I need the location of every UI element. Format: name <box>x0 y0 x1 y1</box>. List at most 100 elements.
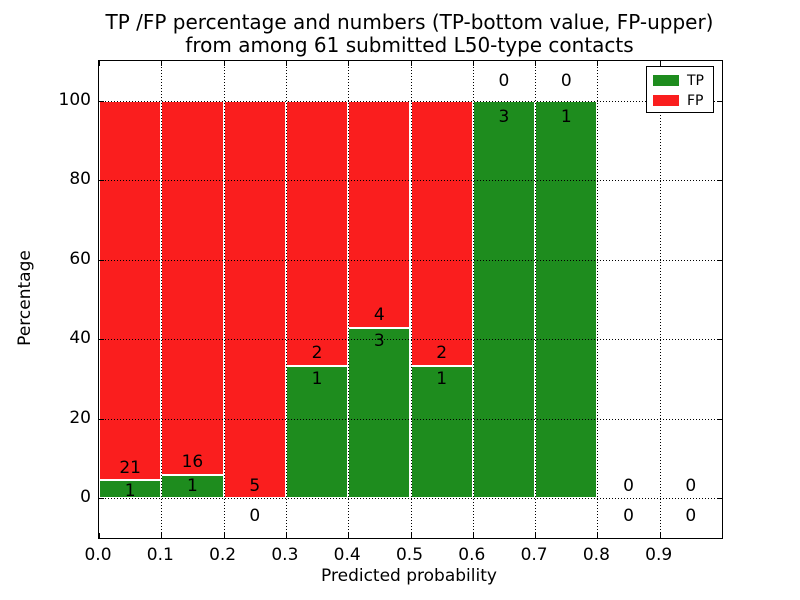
vertical-gridline <box>659 61 661 538</box>
horizontal-gridline <box>99 418 722 420</box>
y-axis-tick <box>717 259 722 261</box>
vertical-gridline <box>410 61 412 538</box>
tp-legend-swatch <box>653 75 679 86</box>
x-axis-tick <box>99 61 100 66</box>
x-tick-label: 0.2 <box>209 545 237 565</box>
tp-bar-segment <box>348 327 411 499</box>
y-axis-tick <box>99 180 104 182</box>
tp-bar-segment <box>535 100 598 499</box>
x-axis-tick <box>472 533 474 538</box>
vertical-gridline <box>223 61 225 538</box>
tp-count-label: 0 <box>623 505 634 526</box>
tp-count-label: 1 <box>124 481 136 502</box>
tp-bar-segment <box>472 100 536 499</box>
y-axis-tick <box>99 418 104 420</box>
x-axis-tick <box>659 61 661 66</box>
x-tick-label: 0.1 <box>146 545 174 565</box>
y-tick-label: 100 <box>58 89 91 110</box>
x-axis-tick <box>285 61 287 66</box>
y-axis-tick <box>717 180 722 182</box>
fp-bar-segment <box>223 100 286 499</box>
tp-count-label: 1 <box>311 369 323 390</box>
fp-count-label: 2 <box>436 343 448 364</box>
fp-bar-segment <box>99 100 162 481</box>
x-axis-tick <box>161 61 163 66</box>
x-axis-tick <box>99 533 100 538</box>
fp-count-label: 5 <box>249 475 261 496</box>
tp-count-label: 1 <box>560 106 572 127</box>
x-axis-tick <box>659 533 661 538</box>
chart-title-line1: TP /FP percentage and numbers (TP-bottom… <box>105 10 714 34</box>
fp-count-label: 0 <box>623 475 634 496</box>
x-axis-tick <box>410 533 412 538</box>
tp-count-label: 0 <box>685 505 697 526</box>
vertical-gridline <box>348 61 350 538</box>
y-axis-label: Percentage <box>15 250 35 346</box>
x-tick-label: 0.3 <box>271 545 299 565</box>
x-tick-label: 0.6 <box>458 545 486 565</box>
y-tick-label: 80 <box>69 169 91 190</box>
fp-bar-segment <box>348 100 411 328</box>
vertical-gridline <box>597 61 599 538</box>
legend-item-tp: TP <box>653 71 713 90</box>
y-tick-label: 40 <box>69 328 91 349</box>
horizontal-gridline <box>99 498 722 500</box>
x-axis-tick <box>535 533 537 538</box>
horizontal-gridline <box>99 339 722 341</box>
fp-legend-swatch <box>653 95 679 106</box>
y-axis-tick <box>717 100 722 102</box>
y-axis-tick <box>99 339 104 341</box>
x-axis-tick <box>285 533 287 538</box>
x-axis-label: Predicted probability <box>321 566 497 586</box>
x-axis-tick <box>223 533 225 538</box>
fp-count-label: 0 <box>685 475 697 496</box>
x-tick-label: 0.8 <box>582 545 610 565</box>
tp-count-label: 3 <box>373 331 385 352</box>
y-axis-tick <box>99 100 104 102</box>
fp-count-label: 2 <box>311 343 323 364</box>
fp-bar-segment <box>285 100 349 366</box>
y-tick-label: 60 <box>69 248 91 269</box>
x-axis-tick <box>597 533 599 538</box>
tp-count-label: 1 <box>436 369 448 390</box>
vertical-gridline <box>535 61 537 538</box>
legend: TP FP <box>646 66 714 113</box>
y-axis-tick <box>717 339 722 341</box>
x-axis-tick <box>472 61 474 66</box>
tp-bar-segment <box>410 365 473 499</box>
vertical-gridline <box>472 61 474 538</box>
legend-item-fp: FP <box>653 91 713 110</box>
tp-legend-label: TP <box>687 72 704 89</box>
horizontal-gridline <box>99 259 722 261</box>
x-tick-label: 0.9 <box>645 545 673 565</box>
x-axis-tick <box>348 61 350 66</box>
x-tick-label: 0.7 <box>520 545 548 565</box>
x-axis-tick <box>348 533 350 538</box>
tp-count-label: 3 <box>498 106 510 127</box>
x-tick-label: 0.4 <box>333 545 361 565</box>
vertical-gridline <box>285 61 287 538</box>
y-axis-tick <box>99 259 104 261</box>
x-axis-tick <box>161 533 163 538</box>
tp-count-label: 1 <box>187 475 198 496</box>
tp-bar-segment <box>285 365 349 499</box>
x-axis-tick <box>223 61 225 66</box>
fp-count-label: 0 <box>498 70 510 91</box>
x-axis-tick <box>410 61 412 66</box>
y-axis-tick <box>717 418 722 420</box>
x-axis-tick <box>597 61 599 66</box>
tp-bar-segment <box>99 480 162 499</box>
x-tick-label: 0.0 <box>84 545 112 565</box>
fp-count-label: 21 <box>119 457 141 478</box>
x-axis-tick <box>535 61 537 66</box>
fp-count-label: 0 <box>560 70 572 91</box>
fp-count-label: 4 <box>373 305 385 325</box>
fp-count-label: 16 <box>181 452 204 473</box>
y-tick-label: 0 <box>80 487 91 508</box>
horizontal-gridline <box>99 180 722 182</box>
plot-area: 21 1 16 1 5 0 2 1 4 3 2 1 0 3 0 1 0 0 0 0 <box>98 60 723 539</box>
fp-bar-segment <box>410 100 473 366</box>
y-axis-tick <box>99 498 104 500</box>
fp-legend-label: FP <box>687 92 704 109</box>
